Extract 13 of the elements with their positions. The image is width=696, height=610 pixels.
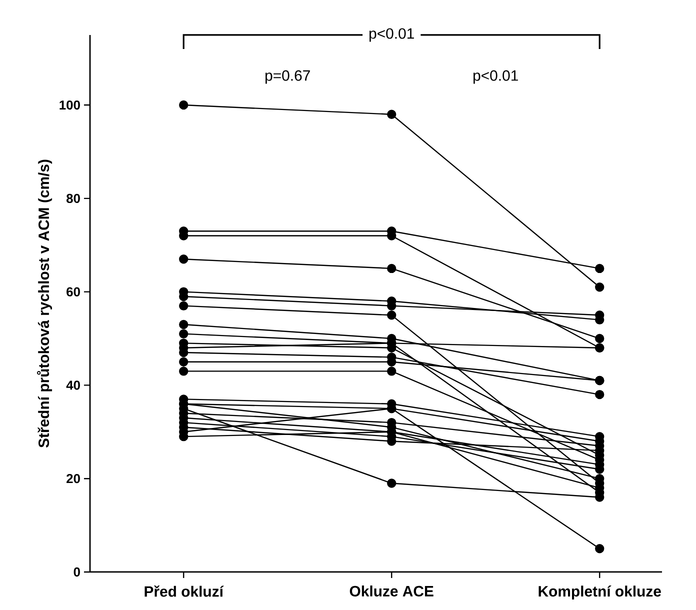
y-tick-label: 20: [66, 474, 80, 484]
y-axis-title: Střední průtoková rychlost v ACM (cm/s): [36, 160, 52, 448]
annotation: p<0.01: [370, 28, 414, 42]
annotation: p=0.67: [266, 70, 310, 84]
y-tick-label: 100: [60, 100, 80, 110]
annotation: p<0.01: [474, 70, 518, 84]
y-tick-label: 0: [74, 567, 80, 577]
x-tick-label: Kompletní okluze: [538, 586, 661, 600]
x-tick-label: Okluze ACE: [350, 586, 434, 596]
y-tick-label: 60: [66, 287, 80, 296]
y-tick-label: 80: [66, 194, 80, 203]
y-tick-label: 40: [66, 380, 80, 390]
x-tick-label: Před okluzí: [144, 586, 224, 597]
